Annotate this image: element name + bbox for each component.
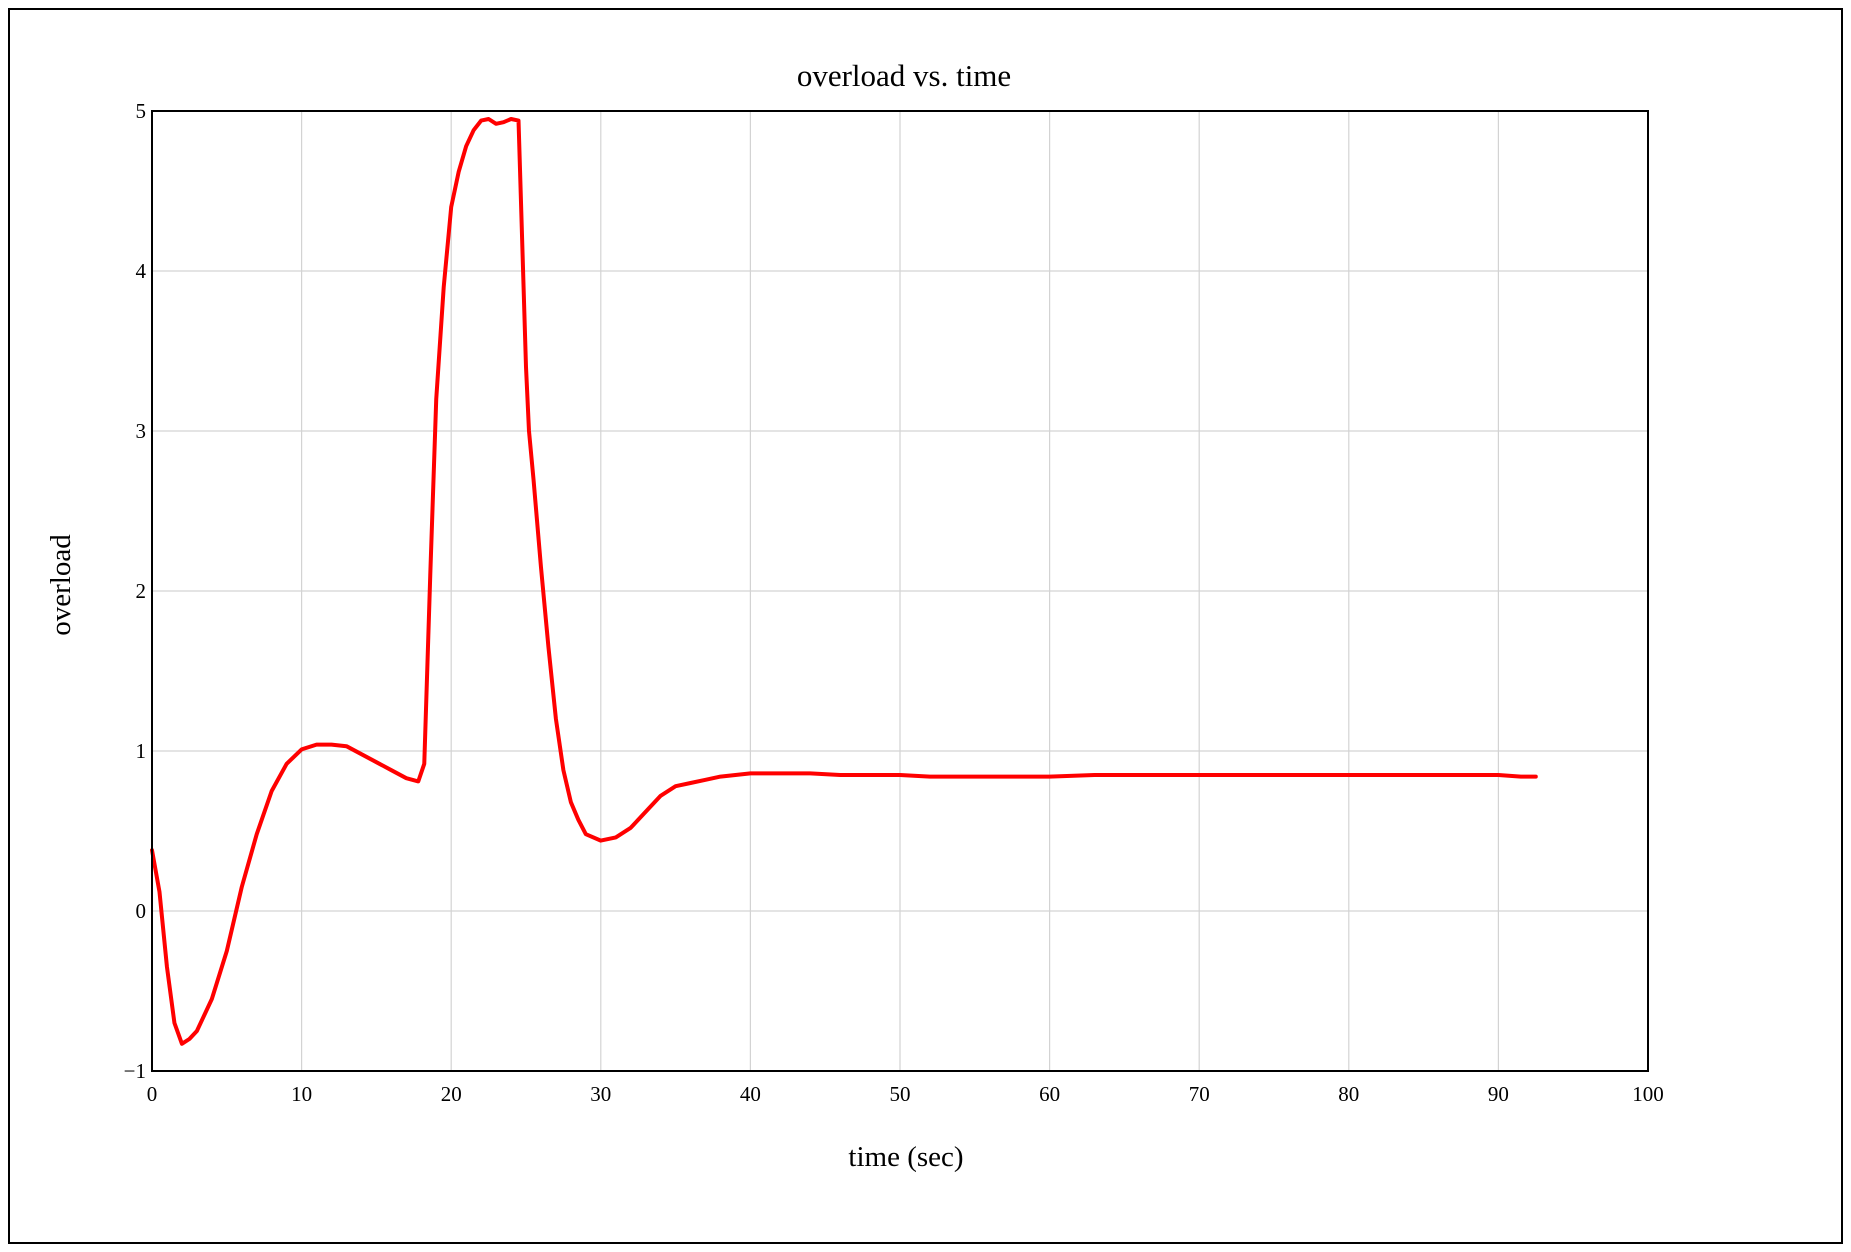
- chart-frame: [8, 8, 1843, 1244]
- y-tick-label: 5: [136, 99, 147, 123]
- y-tick-label: 2: [136, 579, 147, 603]
- chart-title: overload vs. time: [797, 58, 1011, 93]
- y-tick-label: 1: [136, 739, 147, 763]
- x-tick-label: 90: [1488, 1082, 1509, 1106]
- y-tick-label: 0: [136, 899, 147, 923]
- x-tick-labels: 0 10 20 30 40 50 60 70 80 90 100: [147, 1082, 1664, 1106]
- y-tick-label: −1: [124, 1059, 146, 1083]
- x-tick-label: 30: [590, 1082, 611, 1106]
- x-tick-label: 0: [147, 1082, 158, 1106]
- x-tick-label: 50: [890, 1082, 911, 1106]
- series-layer: [150, 117, 1538, 1046]
- y-tick-label: 3: [136, 419, 147, 443]
- x-tick-label: 10: [291, 1082, 312, 1106]
- x-tick-label: 40: [740, 1082, 761, 1106]
- series-line-overload: [150, 117, 1538, 1046]
- gridlines: [152, 111, 1648, 1071]
- x-tick-label: 70: [1189, 1082, 1210, 1106]
- y-tick-labels: −1 0 1 2 3 4 5: [124, 99, 147, 1083]
- x-axis-label: time (sec): [848, 1141, 963, 1173]
- y-axis-label: overload: [45, 534, 77, 636]
- x-tick-label: 20: [441, 1082, 462, 1106]
- x-tick-label: 80: [1338, 1082, 1359, 1106]
- x-tick-label: 60: [1039, 1082, 1060, 1106]
- y-tick-label: 4: [136, 259, 147, 283]
- plot-area-border: [151, 110, 1649, 1072]
- x-tick-label: 100: [1632, 1082, 1664, 1106]
